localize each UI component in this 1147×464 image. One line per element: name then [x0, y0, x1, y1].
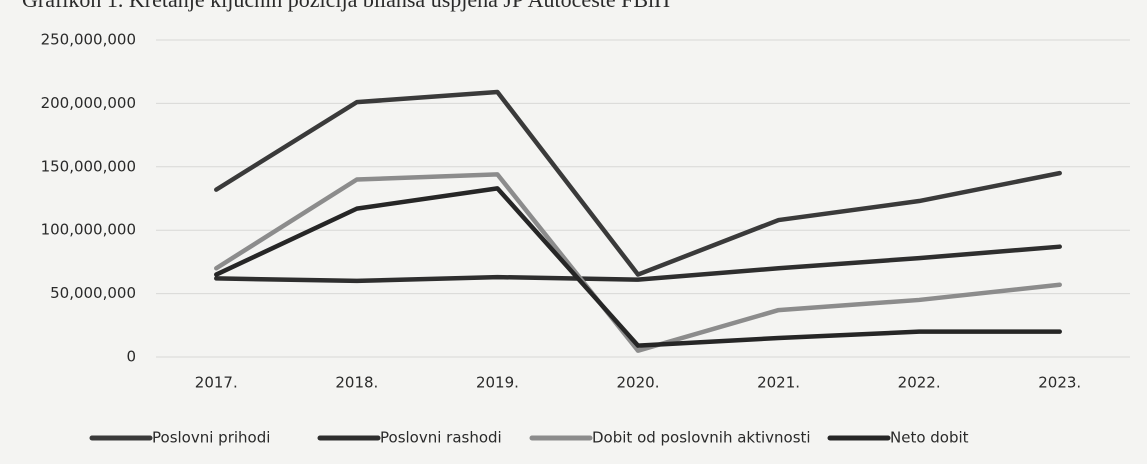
series-line	[214, 172, 1062, 353]
series-line	[214, 89, 1062, 277]
x-tick-label: 2018.	[335, 374, 378, 392]
y-tick-label: 250,000,000	[41, 31, 136, 49]
y-tick-label: 150,000,000	[41, 157, 136, 175]
x-tick-label: 2023.	[1038, 374, 1081, 392]
legend-label: Poslovni rashodi	[380, 429, 502, 447]
x-tick-label: 2022.	[898, 374, 941, 392]
x-tick-label: 2017.	[195, 374, 238, 392]
legend-label: Neto dobit	[890, 429, 969, 447]
series-line	[214, 244, 1062, 284]
legend-label: Poslovni prihodi	[152, 429, 270, 447]
legend-label: Dobit od poslovnih aktivnosti	[592, 429, 811, 447]
x-tick-label: 2019.	[476, 374, 519, 392]
y-tick-label: 100,000,000	[41, 221, 136, 239]
x-tick-label: 2020.	[617, 374, 660, 392]
series-line	[214, 186, 1062, 348]
y-tick-label: 0	[126, 348, 136, 366]
x-tick-label: 2021.	[757, 374, 800, 392]
y-tick-label: 50,000,000	[50, 284, 136, 302]
y-tick-label: 200,000,000	[41, 94, 136, 112]
chart-title: Grafikon 1. Kretanje ključnih pozicija b…	[22, 0, 670, 12]
